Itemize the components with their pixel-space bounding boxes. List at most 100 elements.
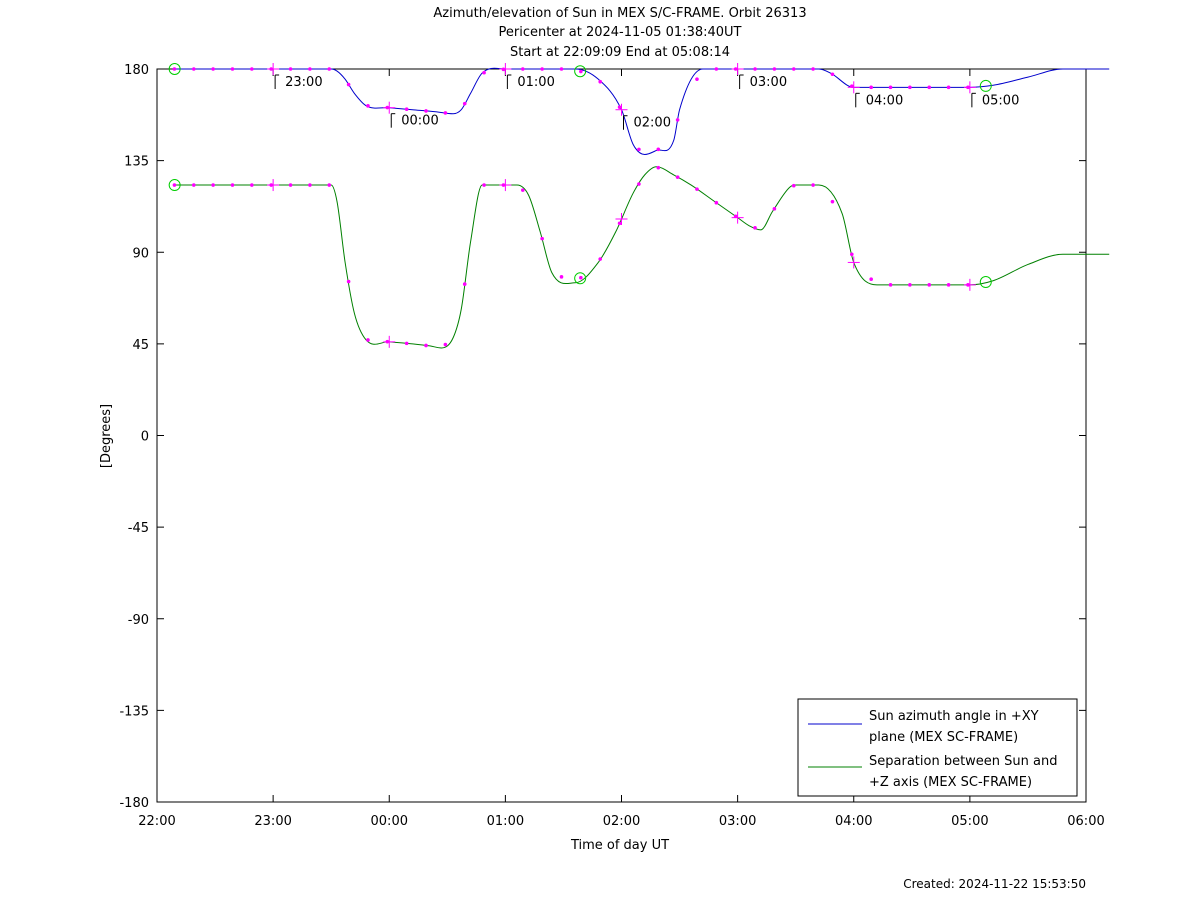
data-point bbox=[772, 67, 777, 71]
annotation-label: 03:00 bbox=[750, 75, 787, 90]
legend-box bbox=[797, 698, 1078, 797]
data-point bbox=[230, 183, 235, 187]
y-tick-label: 135 bbox=[124, 155, 149, 170]
data-point bbox=[850, 252, 854, 257]
data-point bbox=[211, 183, 215, 187]
data-point bbox=[559, 67, 564, 71]
data-point bbox=[366, 338, 370, 342]
data-point bbox=[888, 283, 893, 287]
y-tick-labels: 180 135 90 45 0 -45 -90 -135 -180 bbox=[119, 63, 149, 811]
data-point bbox=[772, 207, 777, 211]
legend-label-azimuth: Sun azimuth angle in +XY bbox=[869, 709, 1039, 724]
data-point bbox=[540, 236, 544, 241]
data-point bbox=[288, 67, 293, 71]
data-point bbox=[540, 67, 544, 71]
data-point bbox=[443, 111, 448, 115]
data-point bbox=[579, 275, 583, 280]
data-point bbox=[308, 183, 312, 187]
data-point bbox=[714, 200, 719, 205]
data-point bbox=[927, 283, 932, 287]
data-point bbox=[308, 67, 312, 71]
x-tick-label: 06:00 bbox=[1067, 814, 1104, 829]
data-point bbox=[230, 67, 235, 71]
x-tick-label: 03:00 bbox=[719, 814, 756, 829]
y-axis-label: [Degrees] bbox=[99, 404, 114, 468]
chart-title: Azimuth/elevation of Sun in MEX S/C-FRAM… bbox=[433, 6, 806, 60]
x-tick-label: 05:00 bbox=[951, 814, 988, 829]
data-point bbox=[830, 199, 835, 204]
marker-layer bbox=[168, 63, 992, 348]
data-point bbox=[404, 341, 409, 346]
data-point bbox=[327, 67, 332, 71]
data-point bbox=[462, 101, 467, 106]
data-point bbox=[191, 67, 196, 71]
series-layer bbox=[174, 67, 1110, 349]
y-tick-label: -90 bbox=[128, 613, 149, 628]
title-line: Start at 22:09:09 End at 05:08:14 bbox=[510, 45, 730, 60]
x-tick-label: 23:00 bbox=[254, 814, 291, 829]
data-point bbox=[520, 67, 525, 71]
data-point bbox=[811, 67, 815, 71]
y-tick-label: 90 bbox=[132, 246, 149, 261]
annotation-label: 00:00 bbox=[401, 114, 438, 129]
data-point bbox=[559, 275, 564, 279]
data-point bbox=[637, 182, 641, 186]
data-point bbox=[404, 107, 409, 112]
x-tick-labels: 22:00 23:00 00:00 01:00 02:00 03:00 04:00 05:00… bbox=[138, 814, 1104, 829]
data-point bbox=[462, 282, 467, 286]
data-point bbox=[830, 72, 835, 77]
data-point bbox=[908, 85, 912, 90]
event-circle bbox=[979, 79, 992, 92]
data-point bbox=[946, 85, 951, 90]
title-line: Pericenter at 2024-11-05 01:38:40UT bbox=[498, 25, 741, 40]
data-point bbox=[346, 279, 351, 284]
x-tick-label: 04:00 bbox=[835, 814, 872, 829]
legend-label-separation: Separation between Sun and bbox=[869, 754, 1057, 769]
data-point bbox=[598, 79, 603, 84]
y-tick-label: 180 bbox=[124, 63, 149, 78]
data-point bbox=[327, 183, 332, 187]
data-point bbox=[675, 118, 680, 122]
data-point bbox=[656, 165, 661, 170]
x-tick-label: 01:00 bbox=[487, 814, 524, 829]
event-circle bbox=[979, 276, 992, 289]
data-point bbox=[675, 175, 680, 179]
separation-series-line bbox=[174, 166, 1110, 349]
data-point bbox=[791, 67, 796, 71]
annotation-label: 04:00 bbox=[866, 93, 903, 108]
data-point bbox=[250, 183, 254, 187]
data-point bbox=[811, 183, 815, 187]
data-point bbox=[482, 70, 486, 75]
data-point bbox=[946, 283, 951, 287]
data-point bbox=[869, 277, 873, 282]
x-tick-label: 02:00 bbox=[603, 814, 640, 829]
data-point bbox=[791, 183, 796, 188]
y-tick-label: 0 bbox=[141, 430, 149, 445]
data-point bbox=[172, 67, 177, 71]
data-point bbox=[366, 104, 370, 108]
data-point bbox=[656, 147, 661, 152]
data-point bbox=[579, 69, 583, 74]
legend: Sun azimuth angle in +XY plane (MEX SC-F… bbox=[797, 698, 1078, 797]
x-axis-label: Time of day UT bbox=[570, 838, 669, 853]
annotation-label: 01:00 bbox=[517, 75, 554, 90]
data-point bbox=[927, 85, 932, 90]
top-time-annotations: 23:00 00:00 01:00 02:00 03:00 04:00 05:00 bbox=[274, 74, 1019, 131]
y-tick-label: -135 bbox=[119, 704, 149, 719]
y-tick-label: -45 bbox=[128, 521, 149, 536]
data-point bbox=[424, 109, 428, 113]
data-point bbox=[617, 221, 622, 226]
y-tick-label: 45 bbox=[132, 338, 149, 353]
legend-label-azimuth: plane (MEX SC-FRAME) bbox=[869, 730, 1018, 745]
created-timestamp: Created: 2024-11-22 15:53:50 bbox=[903, 877, 1086, 891]
data-point bbox=[211, 67, 215, 71]
annotation-label: 02:00 bbox=[634, 116, 671, 131]
data-point bbox=[288, 183, 293, 187]
data-point bbox=[753, 226, 757, 230]
data-point bbox=[908, 283, 912, 287]
plot-area bbox=[156, 68, 1087, 803]
data-point bbox=[888, 85, 893, 90]
x-tick-label: 22:00 bbox=[138, 814, 175, 829]
axis-ticks bbox=[156, 68, 1087, 803]
